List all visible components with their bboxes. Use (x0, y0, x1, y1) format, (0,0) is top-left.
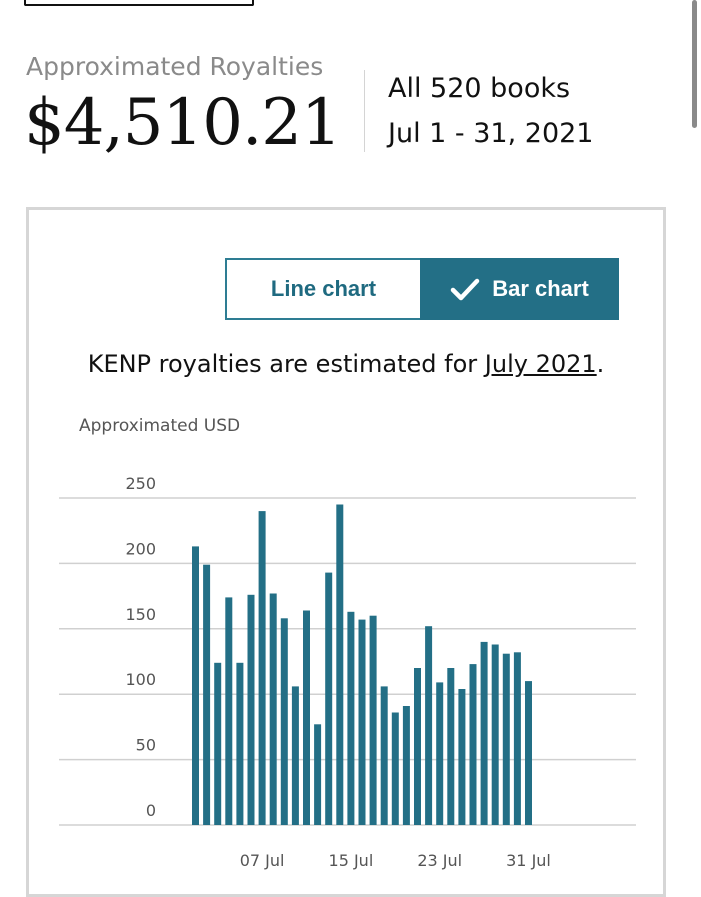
chart-panel: Line chart Bar chart KENP royalties are … (26, 207, 666, 897)
bar-chart-button[interactable]: Bar chart (420, 258, 619, 320)
estimate-note-suffix: . (596, 350, 605, 378)
estimate-note: KENP royalties are estimated for July 20… (29, 350, 663, 378)
bar-15-jul[interactable] (347, 611, 355, 825)
y-tick-label: 250 (125, 474, 156, 493)
royalties-amount: $4,510.21 (24, 86, 342, 160)
bar-27-jul[interactable] (480, 641, 488, 825)
bar-23-jul[interactable] (436, 682, 444, 825)
bar-31-jul[interactable] (525, 681, 532, 825)
date-range: Jul 1 - 31, 2021 (388, 118, 594, 149)
royalties-label: Approximated Royalties (26, 52, 324, 81)
x-tick-label: 23 Jul (417, 851, 462, 870)
bar-05-jul[interactable] (236, 662, 244, 825)
scrollbar-thumb[interactable] (692, 0, 697, 128)
y-tick-label: 100 (125, 670, 156, 689)
bar-26-jul[interactable] (469, 664, 477, 825)
books-scope: All 520 books (388, 73, 571, 104)
check-icon (450, 278, 480, 301)
y-tick-label: 50 (136, 736, 156, 755)
bar-16-jul[interactable] (358, 619, 366, 825)
bar-04-jul[interactable] (225, 597, 233, 825)
bar-09-jul[interactable] (280, 618, 288, 825)
bar-24-jul[interactable] (447, 668, 455, 825)
bar-22-jul[interactable] (425, 626, 433, 825)
bar-21-jul[interactable] (414, 668, 421, 825)
bar-18-jul[interactable] (380, 686, 388, 825)
line-chart-button[interactable]: Line chart (225, 258, 422, 320)
bar-10-jul[interactable] (291, 686, 299, 825)
royalties-bar-chart: 0 50 100 150 200 250 07 Jul 15 Jul 23 Jul 31 Jul (59, 474, 636, 870)
bar-13-jul[interactable] (325, 572, 333, 825)
bar-chart-label: Bar chart (492, 276, 589, 301)
bar-20-jul[interactable] (402, 706, 410, 825)
bar-28-jul[interactable] (491, 644, 499, 826)
bar-11-jul[interactable] (303, 610, 310, 826)
bar-03-jul[interactable] (214, 662, 222, 825)
line-chart-label: Line chart (270, 276, 377, 301)
x-tick-label: 31 Jul (506, 851, 551, 870)
bar-01-jul[interactable] (192, 546, 199, 825)
estimate-note-text: KENP royalties are estimated for (87, 350, 485, 378)
bar-12-jul[interactable] (314, 724, 322, 825)
bar-07-jul[interactable] (258, 511, 266, 825)
bar-08-jul[interactable] (269, 593, 277, 826)
y-tick-label: 150 (125, 605, 156, 624)
summary-divider (364, 70, 365, 152)
y-tick-label: 0 (146, 801, 156, 820)
x-tick-label: 15 Jul (329, 851, 374, 870)
month-link[interactable]: July 2021 (484, 350, 597, 378)
bar-19-jul[interactable] (391, 712, 399, 826)
bar-29-jul[interactable] (502, 653, 510, 825)
top-input-box-edge[interactable] (24, 0, 254, 6)
x-tick-label: 07 Jul (240, 851, 285, 870)
bar-02-jul[interactable] (203, 564, 211, 825)
bar-17-jul[interactable] (369, 615, 377, 825)
bar-25-jul[interactable] (458, 689, 466, 825)
bar-30-jul[interactable] (513, 652, 521, 825)
y-axis-label: Approximated USD (79, 416, 241, 436)
bar-06-jul[interactable] (247, 594, 255, 825)
bar-14-jul[interactable] (336, 504, 344, 826)
y-tick-label: 200 (125, 539, 156, 558)
